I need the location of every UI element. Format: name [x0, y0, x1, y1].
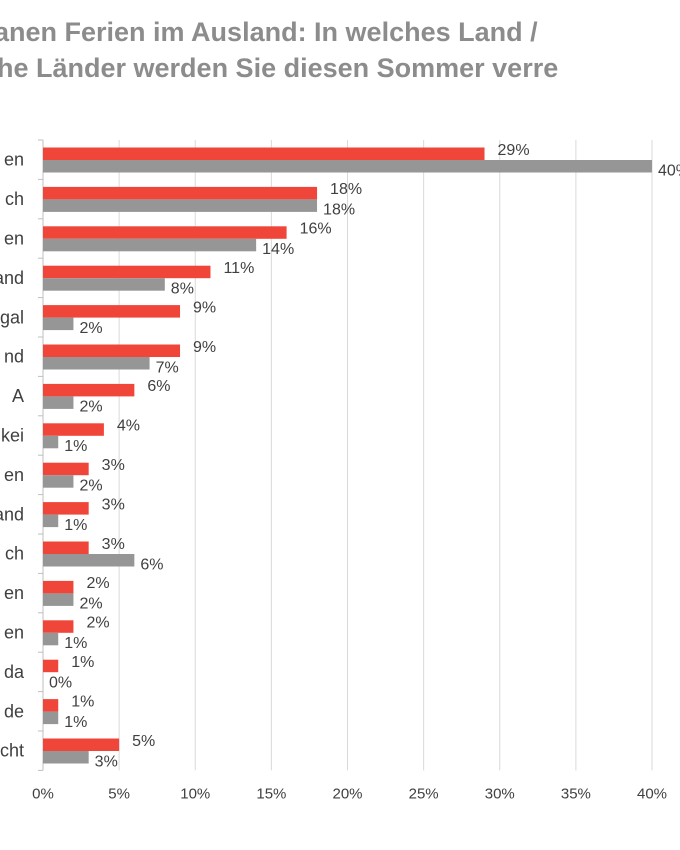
category-label: en	[4, 229, 24, 249]
bar	[43, 186, 318, 200]
bar	[43, 238, 257, 252]
data-label: 1%	[64, 635, 87, 652]
bar	[43, 593, 74, 606]
data-label: 0%	[49, 674, 72, 691]
category-label: and	[0, 504, 24, 524]
bar	[43, 659, 59, 673]
bar	[43, 305, 181, 318]
category-label: kei	[1, 426, 24, 446]
bar	[43, 632, 59, 646]
category-label: en	[4, 583, 24, 603]
bar	[43, 344, 181, 357]
data-label: 2%	[79, 399, 102, 416]
category-label: nd	[4, 347, 24, 367]
x-tick-label: 15%	[256, 785, 286, 802]
bar	[43, 514, 59, 528]
category-label: da	[4, 662, 25, 682]
data-label: 1%	[64, 714, 87, 731]
category-label: ch	[5, 189, 24, 209]
x-tick-label: 20%	[332, 785, 362, 802]
bar	[43, 475, 74, 488]
data-label: 3%	[102, 536, 125, 553]
bar	[43, 383, 135, 397]
bar	[43, 265, 211, 279]
data-label: 5%	[132, 733, 155, 750]
data-label: 1%	[64, 438, 87, 455]
category-label: en	[4, 623, 24, 643]
data-label: 2%	[79, 320, 102, 337]
bar	[43, 226, 287, 239]
category-label: gal	[0, 307, 24, 327]
data-label: 4%	[117, 418, 140, 435]
x-tick-label: 5%	[108, 785, 130, 802]
bar	[43, 396, 74, 409]
chart-title: anen Ferien im Ausland: In welches Land …	[0, 14, 680, 86]
data-label: 8%	[171, 280, 194, 297]
data-label: 9%	[193, 339, 216, 356]
bar	[43, 160, 652, 173]
bar	[43, 711, 59, 725]
bar	[43, 554, 135, 567]
x-tick-label: 35%	[561, 785, 591, 802]
data-label: 16%	[300, 221, 332, 238]
bar	[43, 699, 59, 712]
data-label: 18%	[323, 202, 355, 219]
bar	[43, 199, 318, 212]
category-label: en	[4, 150, 24, 170]
data-label: 3%	[102, 496, 125, 513]
bar	[43, 541, 89, 554]
data-label: 1%	[71, 654, 94, 671]
bar	[43, 278, 165, 291]
data-label: 11%	[223, 260, 254, 277]
category-label: ch	[5, 544, 24, 564]
category-label: and	[0, 268, 24, 288]
data-label: 2%	[86, 615, 109, 632]
bar	[43, 423, 104, 436]
bar	[43, 580, 74, 594]
data-label: 6%	[147, 378, 170, 395]
bar	[43, 357, 150, 370]
data-label: 18%	[330, 181, 362, 198]
category-label: cht	[0, 741, 24, 761]
bar	[43, 620, 74, 633]
data-label: 14%	[262, 241, 294, 258]
data-label: 3%	[102, 457, 125, 474]
category-label: A	[12, 386, 24, 406]
bar	[43, 738, 120, 751]
data-label: 7%	[156, 359, 179, 376]
data-label: 40%	[658, 162, 680, 179]
data-label: 1%	[64, 517, 87, 534]
data-label: 6%	[140, 556, 163, 573]
x-tick-label: 25%	[409, 785, 439, 802]
bar	[43, 317, 74, 331]
data-label: 2%	[86, 575, 109, 592]
bar	[43, 751, 89, 764]
bar	[43, 147, 485, 160]
bar	[43, 435, 59, 449]
bar	[43, 502, 89, 515]
x-tick-label: 0%	[32, 785, 54, 802]
x-tick-label: 30%	[485, 785, 515, 802]
data-label: 2%	[79, 477, 102, 494]
data-label: 3%	[95, 753, 118, 770]
data-label: 1%	[71, 693, 94, 710]
x-tick-label: 40%	[637, 785, 667, 802]
x-tick-label: 10%	[180, 785, 210, 802]
chart-title-line-1: anen Ferien im Ausland: In welches Land …	[0, 17, 538, 47]
chart-title-line-2: he Länder werden Sie diesen Sommer verre	[0, 53, 559, 83]
category-label: de	[4, 701, 24, 721]
bar	[43, 462, 89, 476]
category-label: en	[4, 465, 24, 485]
data-label: 2%	[79, 596, 102, 613]
data-label: 9%	[193, 299, 216, 316]
data-label: 29%	[498, 142, 530, 159]
